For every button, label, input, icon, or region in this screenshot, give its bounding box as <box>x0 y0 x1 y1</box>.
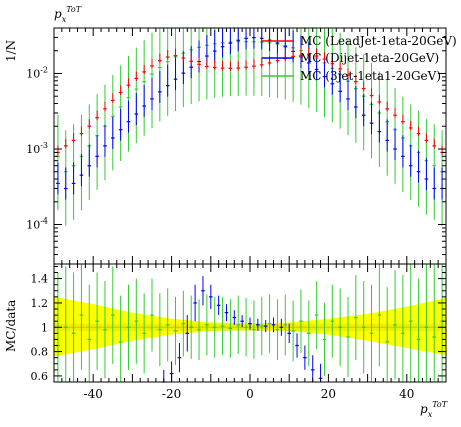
main-panel-series <box>56 28 444 226</box>
x-axis-label: pxToT <box>420 400 448 419</box>
legend: MC (LeadJet-1eta-20GeV) MC (Dijet-1eta-20… <box>262 34 457 83</box>
ratio-xtick-label: 40 <box>399 387 414 401</box>
main-ytick-label: 10-2 <box>26 65 48 80</box>
ratio-ytick-label: 1 <box>41 321 48 334</box>
x-label-main: p <box>420 402 428 416</box>
ytick-exponent: -2 <box>40 65 48 74</box>
top-label-sup: ToT <box>66 5 82 14</box>
ytick-base: 10 <box>26 67 40 80</box>
ratio-series-1 <box>56 264 444 382</box>
legend-label: MC (3jet-1eta1-20GeV) <box>300 69 441 83</box>
ytick-base: 10 <box>26 219 40 232</box>
main-ytick-label: 10-3 <box>26 141 48 156</box>
top-label: pxToT <box>54 5 82 24</box>
main-series-0 <box>56 47 444 156</box>
ratio-series-0 <box>161 276 323 383</box>
ratio-ytick-label: 0.8 <box>31 346 49 359</box>
ratio-xtick-label: -40 <box>84 387 103 401</box>
main-ylabel: 1/N <box>4 40 18 62</box>
main-series-1 <box>56 28 444 200</box>
ratio-xtick-label: 0 <box>246 387 254 401</box>
ratio-ytick-label: 1.4 <box>31 273 49 286</box>
x-label-sup: ToT <box>432 400 448 409</box>
ytick-exponent: -4 <box>40 217 48 226</box>
legend-label: MC (Dijet-1eta-20GeV) <box>300 51 439 65</box>
ytick-base: 10 <box>26 143 40 156</box>
ratio-xtick-label: 20 <box>321 387 336 401</box>
x-label-sub: x <box>428 410 433 419</box>
main-ytick-label: 10-4 <box>26 217 48 232</box>
top-label-main: p <box>54 7 62 21</box>
axis-ticks: 10-410-310-2-40 -20 0 20 400.60.811.21.4 <box>26 27 447 401</box>
legend-label: MC (LeadJet-1eta-20GeV) <box>300 34 457 48</box>
top-label-sub: x <box>62 15 67 24</box>
ratio-panel-series <box>56 264 444 383</box>
ytick-exponent: -3 <box>40 141 48 150</box>
ratio-xtick-label: -20 <box>162 387 181 401</box>
ratio-ylabel: MC/data <box>4 300 18 352</box>
ratio-ytick-label: 0.6 <box>31 370 49 383</box>
ratio-ytick-label: 1.2 <box>31 297 49 310</box>
